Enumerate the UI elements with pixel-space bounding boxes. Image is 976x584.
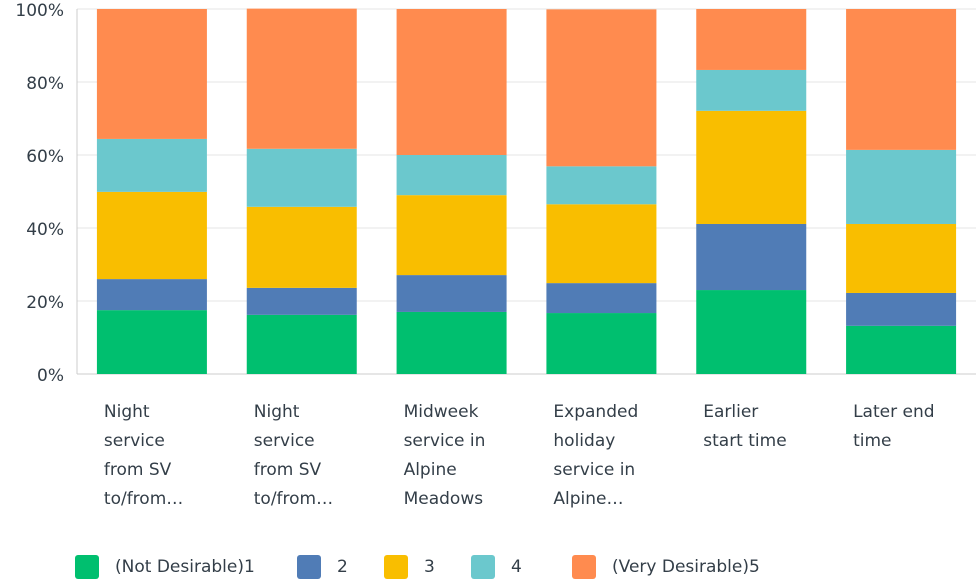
- bar-segment: [396, 195, 507, 276]
- legend-item: 3: [384, 555, 435, 579]
- bar-segment: [96, 9, 207, 139]
- legend-item: (Not Desirable)1: [75, 555, 255, 579]
- legend-swatch: [471, 555, 495, 579]
- bar-segment: [246, 8, 357, 149]
- bar-segment: [396, 311, 507, 374]
- y-tick-label: 20%: [26, 293, 64, 313]
- legend-swatch: [75, 555, 99, 579]
- bar-segment: [696, 110, 807, 224]
- legend-label: 2: [337, 557, 348, 577]
- bar-segment: [846, 149, 957, 224]
- bar-segment: [846, 9, 957, 150]
- y-tick-label: 60%: [26, 147, 64, 167]
- bar-segment: [96, 191, 207, 280]
- legend-label: 3: [424, 557, 435, 577]
- x-tick-label: Later end time: [853, 402, 935, 451]
- legend-label: (Not Desirable)1: [115, 557, 255, 577]
- bar-segment: [396, 9, 507, 155]
- y-tick-label: 0%: [37, 366, 64, 386]
- bar-segment: [546, 283, 657, 314]
- bar-segment: [96, 310, 207, 374]
- bar-segment: [246, 148, 357, 207]
- x-tick-label: Night service from SV to/from…: [253, 402, 334, 509]
- bar-segment: [546, 166, 657, 205]
- bar-segment: [96, 279, 207, 311]
- bar-segment: [846, 292, 957, 326]
- legend-swatch: [384, 555, 408, 579]
- bar-segment: [696, 9, 807, 70]
- legend-item: (Very Desirable)5: [572, 555, 760, 579]
- bar-segment: [696, 290, 807, 374]
- bar-segment: [246, 206, 357, 288]
- legend-item: 2: [297, 555, 348, 579]
- y-tick-label: 40%: [26, 220, 64, 240]
- legend-label: 4: [511, 557, 522, 577]
- bar-segment: [396, 275, 507, 312]
- x-tick-label: Earlier start time: [703, 402, 787, 451]
- x-tick-label: Midweek service in Alpine Meadows: [403, 402, 486, 509]
- bar-segment: [546, 313, 657, 374]
- bar-segment: [546, 204, 657, 284]
- legend-item: 4: [471, 555, 522, 579]
- bar-segment: [546, 9, 657, 167]
- bar-segment: [396, 155, 507, 196]
- legend-swatch: [297, 555, 321, 579]
- legend-swatch: [572, 555, 596, 579]
- bar-segment: [696, 69, 807, 111]
- bar-segment: [846, 223, 957, 293]
- y-tick-label: 80%: [26, 74, 64, 94]
- legend-label: (Very Desirable)5: [612, 557, 760, 577]
- bar-segment: [246, 287, 357, 315]
- bar-segment: [846, 325, 957, 374]
- bar-segment: [696, 223, 807, 291]
- y-tick-label: 100%: [15, 1, 64, 21]
- bar-segment: [96, 138, 207, 192]
- bar-segment: [246, 314, 357, 374]
- x-tick-label: Night service from SV to/from…: [103, 402, 184, 509]
- x-tick-label: Expanded holiday service in Alpine…: [553, 402, 639, 509]
